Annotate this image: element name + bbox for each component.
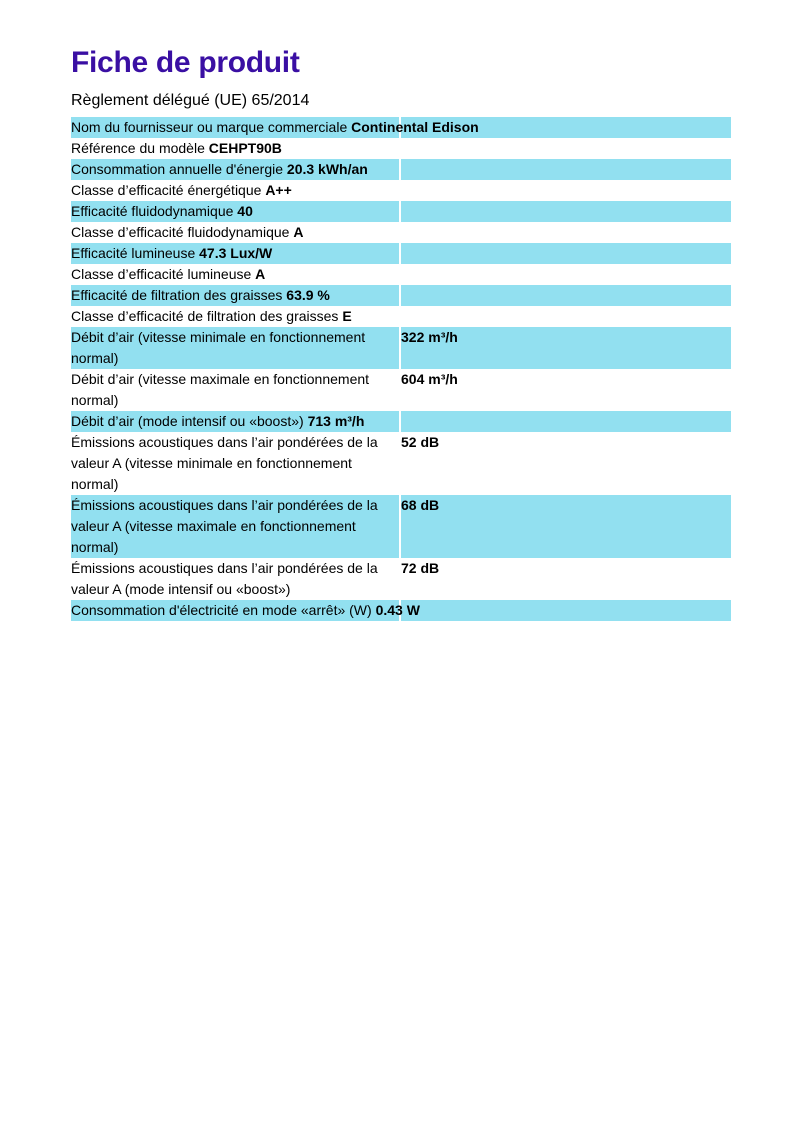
- row-label: Débit d’air (vitesse maximale en fonctio…: [71, 371, 370, 408]
- row-value: 52 dB: [401, 434, 440, 450]
- label-cell: Consommation annuelle d'énergie 20.3 kWh…: [71, 159, 399, 180]
- value-cell: [401, 264, 731, 285]
- regulation-subtitle: Règlement délégué (UE) 65/2014: [71, 92, 310, 109]
- label-cell: Référence du modèle CEHPT90B: [71, 138, 399, 159]
- table-row: Classe d’efficacité fluidodynamique A: [71, 222, 731, 243]
- label-cell: Classe d’efficacité énergétique A++: [71, 180, 399, 201]
- row-value: A: [293, 224, 304, 240]
- row-label: Nom du fournisseur ou marque commerciale: [71, 119, 348, 135]
- label-cell: Classe d’efficacité fluidodynamique A: [71, 222, 399, 243]
- row-value: 604 m³/h: [401, 371, 458, 387]
- row-value: 0.43 W: [375, 602, 420, 618]
- label-cell: Émissions acoustiques dans l’air pondéré…: [71, 432, 399, 495]
- row-value: E: [342, 308, 352, 324]
- label-cell: Débit d’air (vitesse minimale en fonctio…: [71, 327, 399, 369]
- row-label: Classe d’efficacité énergétique: [71, 182, 262, 198]
- row-label: Classe d’efficacité lumineuse: [71, 266, 252, 282]
- row-label: Référence du modèle: [71, 140, 205, 156]
- table-row: Efficacité lumineuse 47.3 Lux/W: [71, 243, 731, 264]
- row-value: 72 dB: [401, 560, 440, 576]
- value-cell: [401, 285, 731, 306]
- label-cell: Nom du fournisseur ou marque commerciale…: [71, 117, 479, 138]
- label-cell: Émissions acoustiques dans l’air pondéré…: [71, 558, 399, 600]
- value-cell: [401, 222, 731, 243]
- label-cell: Émissions acoustiques dans l’air pondéré…: [71, 495, 399, 558]
- row-label: Classe d’efficacité de filtration des gr…: [71, 308, 339, 324]
- row-label: Efficacité lumineuse: [71, 245, 196, 261]
- product-info-table: Nom du fournisseur ou marque commerciale…: [71, 117, 731, 621]
- row-value: A: [255, 266, 266, 282]
- label-cell: Efficacité fluidodynamique 40: [71, 201, 399, 222]
- table-row: Émissions acoustiques dans l’air pondéré…: [71, 432, 731, 495]
- row-label: Débit d’air (vitesse minimale en fonctio…: [71, 329, 366, 366]
- table-row: Classe d’efficacité de filtration des gr…: [71, 306, 731, 327]
- row-value: 20.3 kWh/an: [286, 161, 368, 177]
- table-row: Débit d’air (vitesse maximale en fonctio…: [71, 369, 731, 411]
- value-cell: 322 m³/h: [401, 327, 731, 369]
- label-cell: Efficacité lumineuse 47.3 Lux/W: [71, 243, 399, 264]
- label-cell: Débit d’air (vitesse maximale en fonctio…: [71, 369, 399, 411]
- table-row: Débit d’air (mode intensif ou «boost») 7…: [71, 411, 731, 432]
- row-value: 47.3 Lux/W: [199, 245, 273, 261]
- value-cell: [401, 138, 731, 159]
- row-label: Efficacité de filtration des graisses: [71, 287, 283, 303]
- row-label: Débit d’air (mode intensif ou «boost»): [71, 413, 304, 429]
- table-row: Débit d’air (vitesse minimale en fonctio…: [71, 327, 731, 369]
- table-row: Efficacité de filtration des graisses 63…: [71, 285, 731, 306]
- value-cell: [401, 201, 731, 222]
- row-label: Consommation annuelle d'énergie: [71, 161, 284, 177]
- value-cell: [401, 600, 731, 621]
- row-label: Émissions acoustiques dans l’air pondéré…: [71, 560, 378, 597]
- row-value: 40: [237, 203, 253, 219]
- table-row: Émissions acoustiques dans l’air pondéré…: [71, 558, 731, 600]
- table-row: Consommation annuelle d'énergie 20.3 kWh…: [71, 159, 731, 180]
- row-label: Consommation d'électricité en mode «arrê…: [71, 602, 372, 618]
- table-row: Efficacité fluidodynamique 40: [71, 201, 731, 222]
- row-value: 322 m³/h: [401, 329, 458, 345]
- label-cell: Consommation d'électricité en mode «arrê…: [71, 600, 420, 621]
- row-value: 63.9 %: [286, 287, 330, 303]
- value-cell: [401, 159, 731, 180]
- row-label: Efficacité fluidodynamique: [71, 203, 234, 219]
- label-cell: Classe d’efficacité lumineuse A: [71, 264, 399, 285]
- page-title: Fiche de produit: [71, 46, 300, 79]
- table-row: Émissions acoustiques dans l’air pondéré…: [71, 495, 731, 558]
- value-cell: [401, 243, 731, 264]
- value-cell: 52 dB: [401, 432, 731, 495]
- table-row: Consommation d'électricité en mode «arrê…: [71, 600, 731, 621]
- value-cell: 72 dB: [401, 558, 731, 600]
- row-value: 68 dB: [401, 497, 440, 513]
- table-row: Référence du modèle CEHPT90B: [71, 138, 731, 159]
- row-label: Émissions acoustiques dans l’air pondéré…: [71, 497, 378, 555]
- label-cell: Débit d’air (mode intensif ou «boost») 7…: [71, 411, 399, 432]
- table-row: Classe d’efficacité lumineuse A: [71, 264, 731, 285]
- row-label: Classe d’efficacité fluidodynamique: [71, 224, 290, 240]
- value-cell: [401, 306, 731, 327]
- value-cell: [401, 117, 731, 138]
- value-cell: [401, 180, 731, 201]
- row-value: Continental Edison: [351, 119, 479, 135]
- label-cell: Classe d’efficacité de filtration des gr…: [71, 306, 399, 327]
- row-value: CEHPT90B: [208, 140, 282, 156]
- row-value: 713 m³/h: [307, 413, 365, 429]
- value-cell: [401, 411, 731, 432]
- row-value: A++: [265, 182, 292, 198]
- table-row: Classe d’efficacité énergétique A++: [71, 180, 731, 201]
- row-label: Émissions acoustiques dans l’air pondéré…: [71, 434, 378, 492]
- label-cell: Efficacité de filtration des graisses 63…: [71, 285, 399, 306]
- value-cell: 68 dB: [401, 495, 731, 558]
- value-cell: 604 m³/h: [401, 369, 731, 411]
- table-row: Nom du fournisseur ou marque commerciale…: [71, 117, 731, 138]
